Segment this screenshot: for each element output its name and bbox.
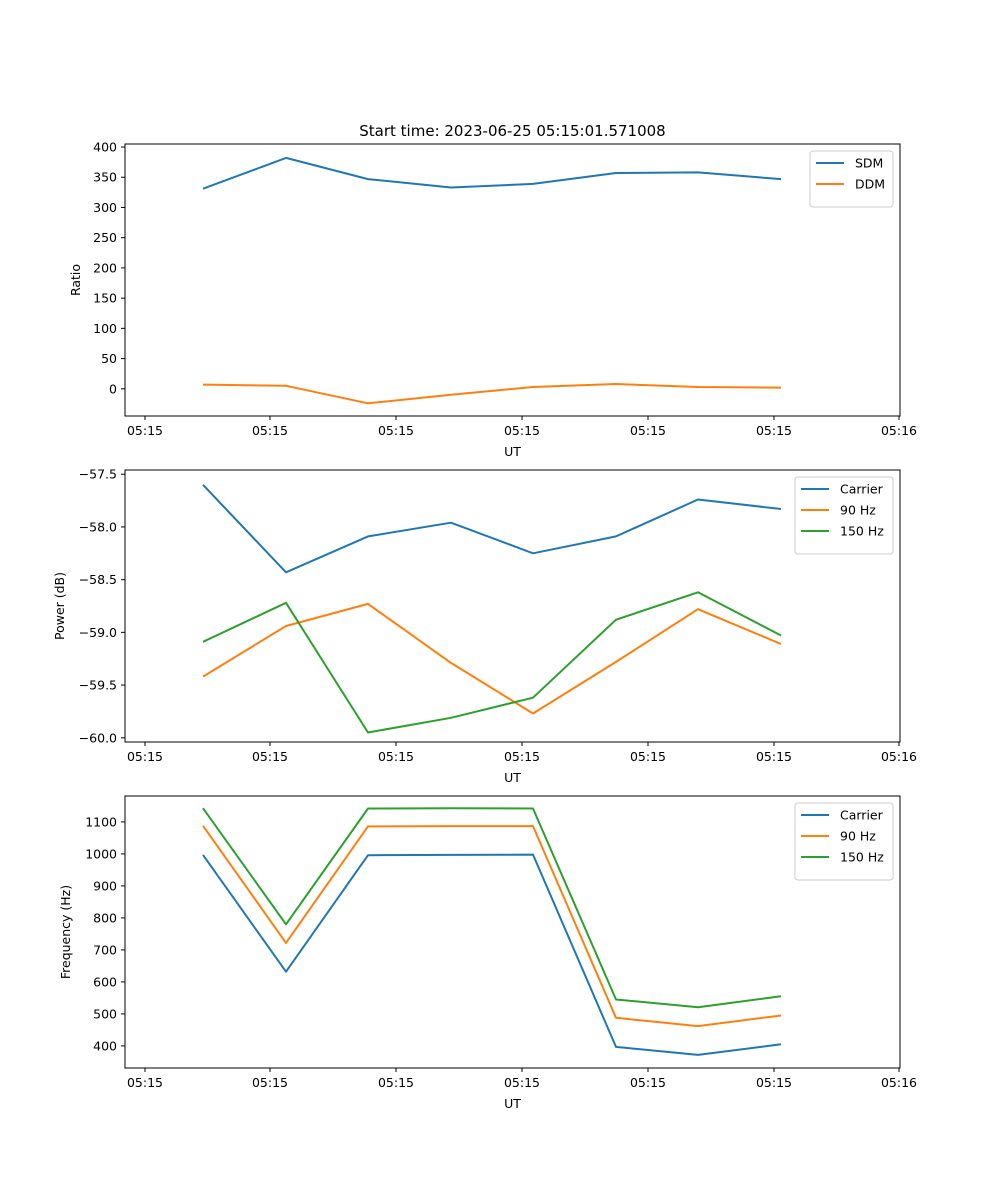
x-tick-label: 05:15 xyxy=(378,749,414,764)
legend-label: 150 Hz xyxy=(840,850,884,865)
series-line-150-hz xyxy=(202,807,782,1009)
y-tick-label: −60.0 xyxy=(79,730,117,745)
x-tick-label: 05:15 xyxy=(504,423,540,438)
x-tick-label: 05:15 xyxy=(127,749,163,764)
y-tick-label: 0 xyxy=(109,381,117,396)
x-tick-label: 05:15 xyxy=(630,423,666,438)
legend-label: Carrier xyxy=(840,482,884,497)
series-line-ddm xyxy=(202,383,782,405)
x-tick-label: 05:15 xyxy=(630,749,666,764)
series-line-90-hz xyxy=(202,602,782,715)
y-tick-label: 700 xyxy=(93,942,117,957)
series-line-90-hz xyxy=(202,825,782,1028)
legend-label: SDM xyxy=(855,156,883,171)
y-tick-label: −59.5 xyxy=(79,678,117,693)
y-axis-label: Ratio xyxy=(68,264,83,296)
axes-frame xyxy=(124,469,901,743)
x-axis-label: UT xyxy=(504,1096,521,1111)
axes-frame xyxy=(124,143,901,417)
y-tick-label: 1100 xyxy=(85,814,117,829)
y-tick-label: 400 xyxy=(93,140,117,155)
y-axis-label: Frequency (Hz) xyxy=(58,885,73,979)
axes-frame xyxy=(124,795,901,1069)
y-tick-label: 300 xyxy=(93,200,117,215)
chart-title: Start time: 2023-06-25 05:15:01.571008 xyxy=(359,122,665,140)
legend-label: 90 Hz xyxy=(840,829,876,844)
x-tick-label: 05:16 xyxy=(881,423,917,438)
plot-2: 05:15 05:15 05:15 05:15 05:15 05:15 05:16 −60.0… xyxy=(52,467,917,785)
legend-box xyxy=(794,476,894,555)
legend-label: 150 Hz xyxy=(840,524,884,539)
plot-1: 05:15 05:15 05:15 05:15 05:15 05:15 05:16 0 50 10… xyxy=(68,140,917,459)
y-tick-label: 350 xyxy=(93,170,117,185)
x-tick-label: 05:15 xyxy=(504,1075,540,1090)
x-tick-label: 05:15 xyxy=(378,1075,414,1090)
series-line-sdm xyxy=(202,156,782,190)
y-axis-label: Power (dB) xyxy=(52,572,67,640)
y-tick-label: 600 xyxy=(93,974,117,989)
y-tick-label: 250 xyxy=(93,230,117,245)
y-tick-label: −59.0 xyxy=(79,625,117,640)
y-tick-label: 400 xyxy=(93,1038,117,1053)
legend: Carrier 90 Hz 150 Hz xyxy=(794,476,894,555)
x-tick-label: 05:15 xyxy=(504,749,540,764)
plot-3: 05:15 05:15 05:15 05:15 05:15 05:15 05:16 400 50… xyxy=(58,795,917,1111)
x-tick-label: 05:15 xyxy=(378,423,414,438)
y-tick-label: 800 xyxy=(93,910,117,925)
x-tick-label: 05:15 xyxy=(756,749,792,764)
x-tick-label: 05:15 xyxy=(252,1075,288,1090)
legend-label: 90 Hz xyxy=(840,503,876,518)
x-tick-label: 05:16 xyxy=(881,1075,917,1090)
y-tick-label: −58.0 xyxy=(79,519,117,534)
legend-box xyxy=(794,802,894,881)
y-tick-label: 150 xyxy=(93,291,117,306)
x-tick-label: 05:15 xyxy=(127,423,163,438)
series-line-carrier xyxy=(202,484,782,574)
y-tick-label: −57.5 xyxy=(79,467,117,482)
y-tick-label: 50 xyxy=(101,351,117,366)
y-tick-label: 500 xyxy=(93,1006,117,1021)
y-tick-label: 100 xyxy=(93,321,117,336)
x-axis-label: UT xyxy=(504,770,521,785)
legend-box xyxy=(809,150,894,208)
x-tick-label: 05:15 xyxy=(252,749,288,764)
y-tick-label: 200 xyxy=(93,260,117,275)
legend-label: Carrier xyxy=(840,808,884,823)
series-line-150-hz xyxy=(202,591,782,734)
x-tick-label: 05:15 xyxy=(756,423,792,438)
y-tick-label: −58.5 xyxy=(79,572,117,587)
x-tick-label: 05:15 xyxy=(252,423,288,438)
legend-label: DDM xyxy=(855,177,885,192)
x-tick-label: 05:15 xyxy=(630,1075,666,1090)
series-line-carrier xyxy=(202,853,782,1056)
legend: Carrier 90 Hz 150 Hz xyxy=(794,802,894,881)
y-tick-label: 900 xyxy=(93,878,117,893)
legend: SDM DDM xyxy=(809,150,894,208)
x-tick-label: 05:15 xyxy=(127,1075,163,1090)
x-axis-label: UT xyxy=(504,444,521,459)
x-tick-label: 05:15 xyxy=(756,1075,792,1090)
x-tick-label: 05:16 xyxy=(881,749,917,764)
y-tick-label: 1000 xyxy=(85,846,117,861)
